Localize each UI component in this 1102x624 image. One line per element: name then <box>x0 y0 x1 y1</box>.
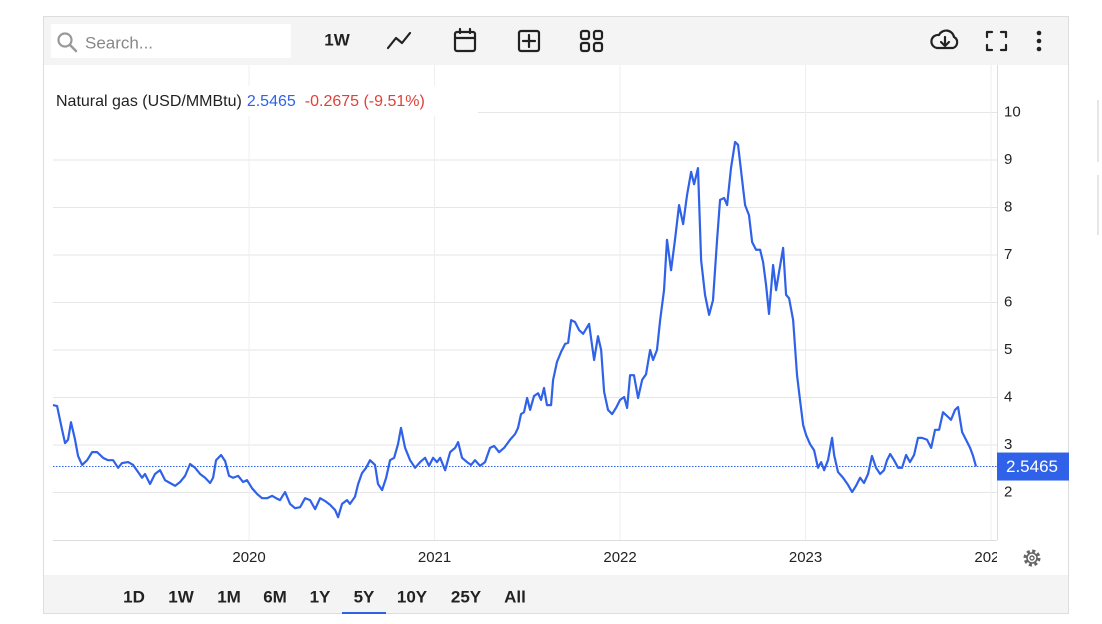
settings-icon[interactable] <box>1026 552 1038 564</box>
range-buttons: 1D 1W 1M 6M 1Y 5Y 10Y 25Y All <box>123 587 526 614</box>
range-button[interactable]: All <box>504 587 526 606</box>
layout-icon[interactable] <box>592 29 604 41</box>
settings-icon[interactable] <box>1029 555 1035 561</box>
range-button[interactable]: 6M <box>263 587 287 606</box>
x-tick-label: 2023 <box>789 549 822 566</box>
x-tick-label: 2024 <box>974 549 1007 566</box>
menu-icon[interactable] <box>1036 38 1042 44</box>
layout-icon[interactable] <box>592 41 604 53</box>
price-line <box>52 140 978 519</box>
range-bar <box>44 575 1068 613</box>
calendar-icon[interactable] <box>453 27 477 53</box>
y-tick-label: 7 <box>1004 246 1012 263</box>
change-label: -0.2675 (-9.51%) <box>305 93 425 110</box>
layout-icon[interactable] <box>579 29 604 53</box>
last-price-label: 2.5465 <box>1006 457 1058 476</box>
calendar-icon[interactable] <box>453 30 477 53</box>
y-tick-label: 9 <box>1004 151 1012 168</box>
range-button[interactable]: 1M <box>217 587 241 606</box>
range-button[interactable]: 1W <box>168 587 194 606</box>
last-price-box <box>997 452 1069 481</box>
search-box[interactable]: Search... <box>51 24 291 58</box>
range-button[interactable]: 1Y <box>310 587 331 606</box>
chart-type-icon[interactable] <box>386 31 412 50</box>
x-tick-label: 2022 <box>603 549 636 566</box>
menu-icon[interactable] <box>1036 30 1042 52</box>
search-field[interactable] <box>51 24 291 58</box>
download-icon[interactable] <box>939 35 951 48</box>
x-tick-label: 2021 <box>418 549 451 566</box>
search-icon <box>57 32 73 48</box>
settings-icon[interactable] <box>1023 549 1041 567</box>
y-tick-label: 10 <box>1004 103 1021 120</box>
last-value: 2.5465 <box>247 93 296 110</box>
range-button[interactable]: 1D <box>123 587 145 606</box>
range-button[interactable]: 25Y <box>451 587 482 606</box>
menu-icon[interactable] <box>1036 46 1042 52</box>
search-icon <box>68 43 78 53</box>
layout-icon[interactable] <box>579 29 591 41</box>
download-icon[interactable] <box>930 29 959 50</box>
legend: Natural gas (USD/MMBtu) 2.5465 -0.2675 (-9… <box>56 93 425 110</box>
legend-background <box>50 86 478 116</box>
series-name: Natural gas (USD/MMBtu) <box>56 93 242 110</box>
interval-button[interactable]: 1W <box>324 30 350 49</box>
y-tick-label: 5 <box>1004 341 1012 358</box>
x-axis-labels: 2020 2021 2022 2023 2024 <box>232 549 1007 566</box>
y-tick-label: 2 <box>1004 483 1012 500</box>
compare-icon[interactable] <box>517 29 541 53</box>
download-icon[interactable] <box>930 29 959 50</box>
x-tick-label: 2020 <box>232 549 265 566</box>
compare-icon[interactable] <box>517 29 541 53</box>
search-placeholder: Search... <box>85 33 153 52</box>
fullscreen-icon[interactable] <box>985 30 1008 52</box>
layout-icon[interactable] <box>579 41 591 53</box>
y-tick-label: 6 <box>1004 293 1012 310</box>
settings-icon[interactable] <box>1023 549 1041 567</box>
y-tick-label: 8 <box>1004 198 1012 215</box>
y-tick-label: 4 <box>1004 388 1012 405</box>
y-tick-label: 3 <box>1004 436 1012 453</box>
plot: Natural gas (USD/MMBtu) 2.5465 -0.2675 (-9… <box>50 86 997 519</box>
range-button[interactable]: 10Y <box>397 587 428 606</box>
range-button[interactable]: 5Y <box>354 587 375 606</box>
menu-icon[interactable] <box>1036 30 1042 36</box>
